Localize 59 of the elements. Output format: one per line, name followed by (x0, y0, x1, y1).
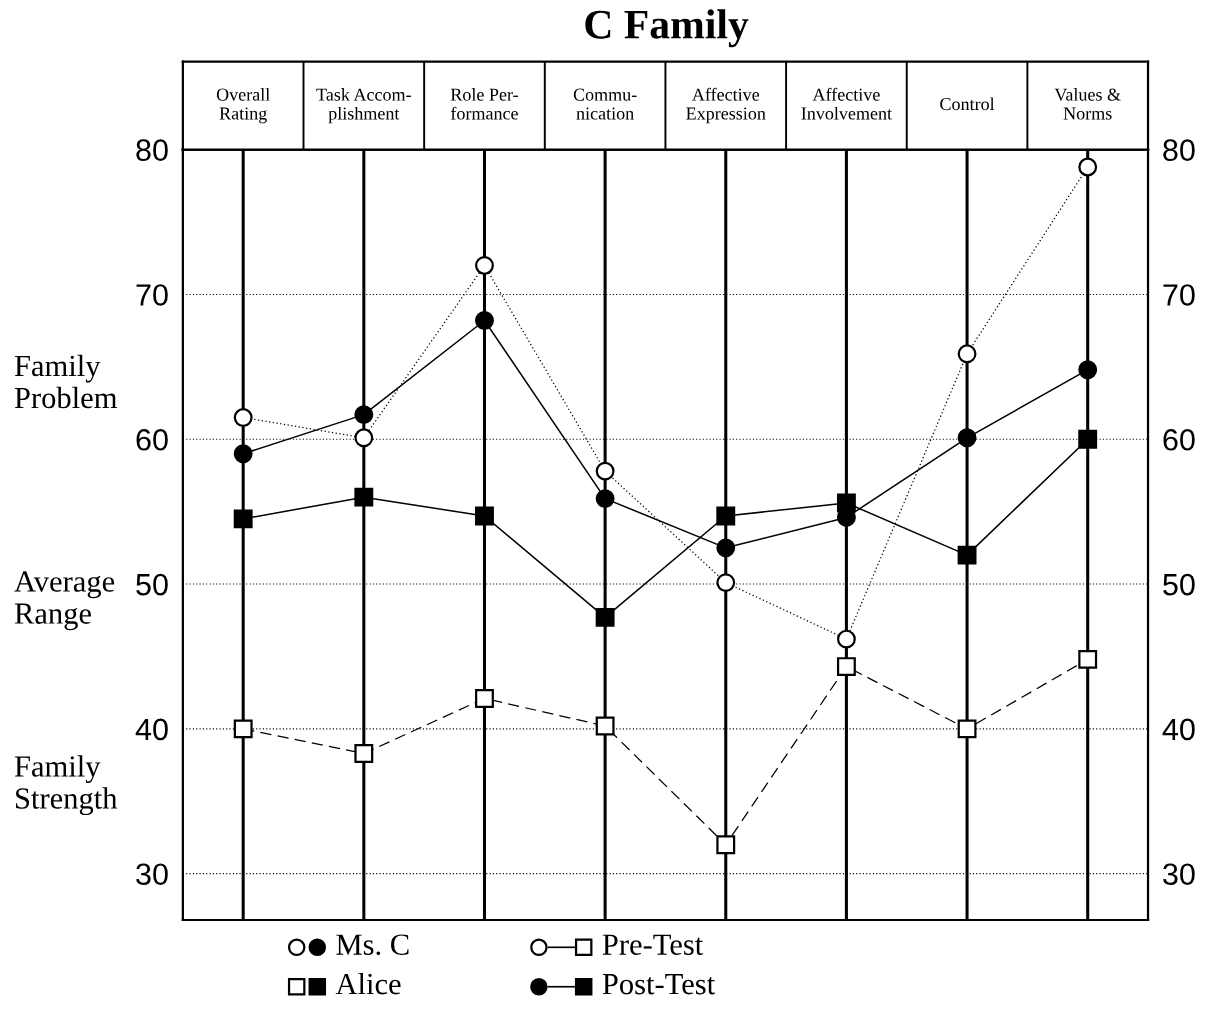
point (1078, 429, 1098, 449)
chart-title: C Family (585, 9, 749, 48)
point (233, 408, 253, 427)
point (354, 487, 374, 507)
point (957, 344, 977, 364)
point (354, 744, 374, 763)
x-tick-label: Values & Norms (1054, 88, 1121, 120)
point (716, 538, 736, 558)
point (716, 506, 736, 526)
point (354, 405, 374, 425)
y-tick-label: 80 (136, 139, 168, 161)
text: Pre-Test (602, 934, 704, 955)
y2-tick-label: 70 (1163, 284, 1195, 306)
text: Family Strength (14, 755, 118, 816)
point (836, 629, 856, 649)
y2-tick-label: 40 (1162, 718, 1195, 741)
y2-tick-label: 60 (1163, 428, 1195, 451)
point (1078, 649, 1098, 669)
point (957, 545, 977, 565)
text: Family Problem (14, 354, 118, 409)
y-tick-label: 70 (136, 284, 168, 306)
point (595, 607, 615, 627)
point (957, 428, 977, 448)
y2-tick-label: 80 (1163, 139, 1195, 161)
x-tick-label: Control (940, 97, 995, 111)
point (233, 444, 253, 464)
point (475, 311, 494, 330)
x-tick-label: Task Accom- plishment (316, 88, 411, 124)
x-tick-label: Affective Involvement (801, 87, 892, 120)
point (595, 716, 615, 736)
point (1078, 360, 1098, 380)
point (595, 489, 615, 509)
point (957, 719, 977, 739)
x-tick-label: Overall Rating (216, 88, 270, 124)
y-tick-label: 40 (135, 718, 168, 741)
y2-tick-label: 30 (1163, 863, 1195, 886)
text: Post-Test (602, 974, 715, 995)
y2-tick-label: 50 (1163, 573, 1195, 596)
point (475, 689, 494, 708)
point (475, 506, 494, 526)
point (595, 461, 615, 481)
point (354, 428, 374, 448)
y-tick-label: 50 (136, 573, 168, 596)
point (836, 657, 856, 677)
x-tick-label: Affective Expression (686, 87, 766, 124)
point (836, 493, 856, 513)
text: Alice (335, 972, 401, 995)
point (475, 256, 494, 275)
point (716, 835, 736, 855)
x-tick-label: Commu- nication (573, 88, 637, 120)
point (233, 509, 253, 529)
text: Average Range (14, 571, 115, 631)
y-tick-label: 30 (136, 863, 168, 886)
y-tick-label: 60 (136, 428, 168, 451)
x-tick-label: Role Per- formance (450, 88, 518, 120)
text: Ms. C (336, 934, 409, 956)
point (233, 719, 253, 739)
point (1078, 157, 1098, 177)
point (716, 573, 736, 593)
